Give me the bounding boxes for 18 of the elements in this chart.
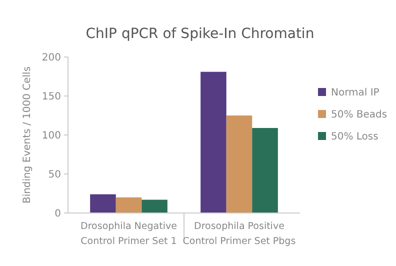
y-tick-label: 0 (54, 208, 61, 220)
bar (200, 72, 226, 213)
y-tick-label: 50 (48, 170, 61, 180)
y-tick-label: 150 (42, 92, 61, 102)
x-tick-label: Drosophila Positive Control Primer Set Pbgs (182, 221, 296, 247)
legend-label: Normal IP (331, 88, 380, 98)
chart-title: ChIP qPCR of Spike-In Chromatin (86, 26, 314, 42)
bar (116, 197, 142, 213)
y-axis-title: Binding Events / 1000 Cells (22, 66, 33, 204)
legend-label: 50% Beads (331, 110, 388, 120)
x-tick-label: Drosophila Negative Control Primer Set 1 (80, 221, 178, 247)
bar (90, 194, 116, 213)
bar (252, 128, 278, 213)
bar (226, 116, 252, 213)
legend-label: 50% Loss (331, 132, 378, 142)
bar (142, 200, 168, 213)
y-tick-label: 100 (42, 130, 61, 142)
y-tick-label: 200 (42, 52, 61, 64)
